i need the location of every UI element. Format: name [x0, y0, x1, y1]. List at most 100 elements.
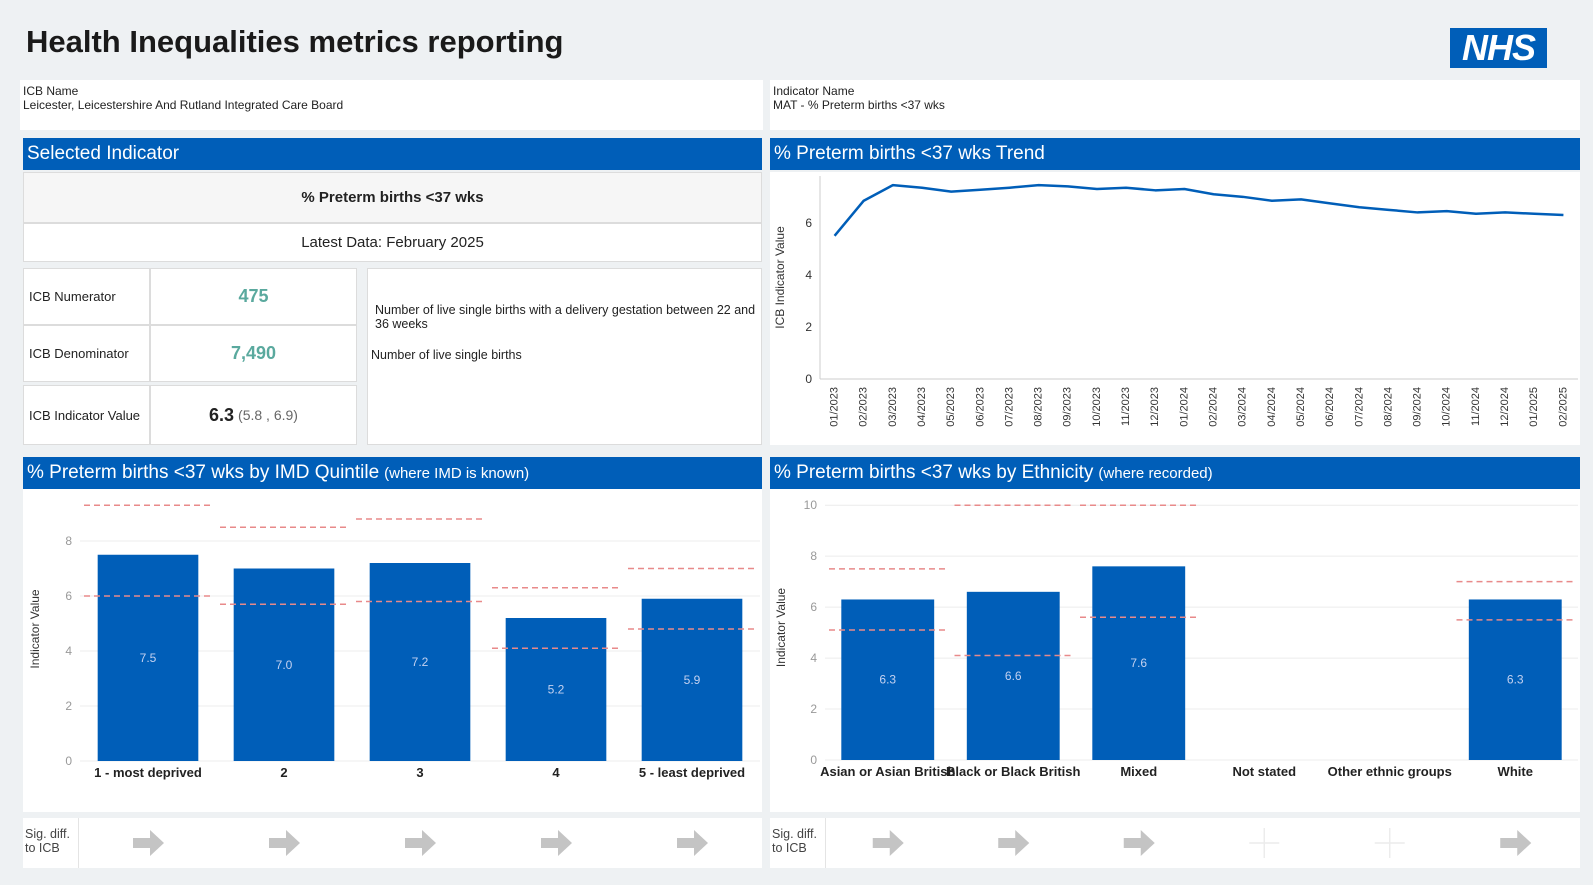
bar — [97, 554, 199, 761]
description: Number of live single births with a deli… — [375, 303, 756, 331]
y-axis-label: Indicator Value — [28, 589, 42, 668]
x-tick-label: 2 — [280, 765, 288, 780]
bar — [505, 618, 607, 761]
row-interval: (5.8 , 6.9) — [238, 407, 298, 423]
imd-chart: 0 2 4 6 8 Indicator Value 7.5 7.0 7.2 5.2 5.9 1 - m… — [23, 489, 762, 812]
y-tick-label: 4 — [810, 651, 817, 665]
bar — [1468, 599, 1562, 760]
y-tick-label: 2 — [65, 699, 72, 713]
sig-arrow — [269, 830, 300, 856]
description: Number of live single births — [371, 348, 522, 362]
imd-header: % Preterm births <37 wks by IMD Quintile… — [23, 457, 762, 489]
x-tick-label: 09/2023 — [1062, 387, 1074, 427]
x-tick-label: 07/2024 — [1353, 387, 1365, 427]
bar — [641, 598, 743, 761]
y-tick-label: 10 — [804, 498, 818, 512]
x-tick-label: Not stated — [1232, 764, 1297, 779]
x-tick-label: 03/2023 — [887, 387, 899, 427]
x-tick-label: 08/2024 — [1382, 387, 1394, 427]
chart-title: % Preterm births <37 wks by IMD Quintile — [27, 462, 380, 483]
x-tick-label: 06/2023 — [974, 387, 986, 427]
latest-data: Latest Data: February 2025 — [23, 223, 762, 262]
indicator-value: MAT - % Preterm births <37 wks — [773, 98, 945, 112]
bar — [233, 568, 335, 761]
row-label: ICB Indicator Value — [23, 385, 150, 445]
descriptions: Number of live single births with a deli… — [367, 268, 762, 445]
x-tick-label: 09/2024 — [1412, 387, 1424, 427]
row-value-cell: 6.3 (5.8 , 6.9) — [150, 385, 357, 445]
x-tick-label: 04/2024 — [1266, 387, 1278, 427]
y-tick-label: 0 — [810, 753, 817, 767]
sig-svg — [133, 830, 708, 856]
bar-value-label: 6.3 — [1507, 673, 1524, 687]
trend-chart: 0 2 4 6 ICB Indicator Value 01/2023 02/2023 03/… — [770, 172, 1580, 445]
x-tick-label: 11/2024 — [1470, 387, 1482, 426]
chart-subtitle: (where recorded) — [1098, 465, 1213, 482]
bar — [841, 599, 935, 760]
sig-arrow — [677, 830, 708, 856]
sig-label: Sig. diff. to ICB — [23, 818, 79, 868]
icb-label: ICB Name — [23, 84, 79, 98]
x-tick-label: 11/2023 — [1120, 387, 1132, 426]
x-tick-label: 4 — [552, 765, 560, 780]
indicator-name: % Preterm births <37 wks — [23, 172, 762, 223]
sig-svg — [872, 828, 1532, 858]
sig-arrow — [1123, 830, 1155, 856]
y-axis-label: Indicator Value — [774, 588, 788, 667]
sig-arrow — [541, 830, 572, 856]
x-tick-label: 10/2023 — [1091, 387, 1103, 427]
y-axis-label: ICB Indicator Value — [773, 226, 787, 329]
x-tick-label: Other ethnic groups — [1327, 764, 1452, 779]
bar — [369, 563, 471, 761]
x-tick-label: 3 — [416, 765, 424, 780]
x-tick-label: 1 - most deprived — [94, 765, 202, 780]
y-tick-label: 4 — [65, 644, 72, 658]
row-value: 475 — [150, 268, 357, 325]
x-tick-label: White — [1497, 764, 1533, 779]
x-tick-label: Asian or Asian British — [820, 764, 956, 779]
trend-line — [833, 183, 1564, 237]
sig-arrow — [405, 830, 436, 856]
sig-arrow — [872, 830, 904, 856]
x-tick-label: 07/2023 — [1003, 387, 1015, 427]
sig-arrow — [998, 830, 1030, 856]
y-tick-label: 2 — [810, 702, 817, 716]
x-tick-label: 05/2024 — [1295, 387, 1307, 427]
y-tick-label: 8 — [810, 549, 817, 563]
y-tick-label: 6 — [65, 589, 72, 603]
icb-info: ICB Name Leicester, Leicestershire And R… — [20, 80, 763, 130]
bar-value-label: 5.2 — [548, 683, 565, 697]
x-tick-label: 08/2023 — [1033, 387, 1045, 427]
nhs-logo: NHS — [1450, 28, 1547, 68]
sig-row: Sig. diff. to ICB — [770, 818, 1580, 868]
chart-svg: 0 2 4 6 ICB Indicator Value 01/2023 02/2023 03/… — [773, 176, 1578, 427]
y-tick-label: 0 — [65, 754, 72, 768]
indicator-label: Indicator Name — [773, 84, 855, 98]
sig-none — [1249, 828, 1280, 858]
trend-header: % Preterm births <37 wks Trend — [770, 138, 1580, 170]
y-tick-label: 4 — [805, 268, 812, 282]
bar-value-label: 6.3 — [879, 673, 896, 687]
chart-svg: 0 2 4 6 8 Indicator Value 7.5 7.0 7.2 5.2 5.9 — [28, 504, 760, 768]
bar-value-label: 7.2 — [412, 655, 429, 669]
row-label: ICB Numerator — [23, 268, 150, 325]
row-value: 6.3 — [209, 404, 235, 425]
x-tick-label: 02/2024 — [1207, 387, 1219, 427]
row-value: 7,490 — [150, 325, 357, 382]
x-tick-label: 01/2025 — [1528, 387, 1540, 427]
bar-value-label: 7.0 — [276, 658, 293, 672]
x-tick-label: 01/2024 — [1178, 387, 1190, 427]
x-tick-label: 05/2023 — [945, 387, 957, 427]
icb-value: Leicester, Leicestershire And Rutland In… — [23, 98, 344, 112]
bar-value-label: 7.5 — [140, 651, 157, 665]
indicator-info: Indicator Name MAT - % Preterm births <3… — [770, 80, 1580, 130]
row-label: ICB Denominator — [23, 325, 150, 382]
y-tick-label: 0 — [805, 372, 812, 386]
sig-row: Sig. diff. to ICB — [23, 818, 762, 868]
x-tick-label: 06/2024 — [1324, 387, 1336, 427]
x-tick-label: 10/2024 — [1441, 387, 1453, 427]
x-tick-label: 12/2023 — [1149, 387, 1161, 427]
sig-arrow — [133, 830, 164, 856]
bar-value-label: 7.6 — [1130, 656, 1147, 670]
